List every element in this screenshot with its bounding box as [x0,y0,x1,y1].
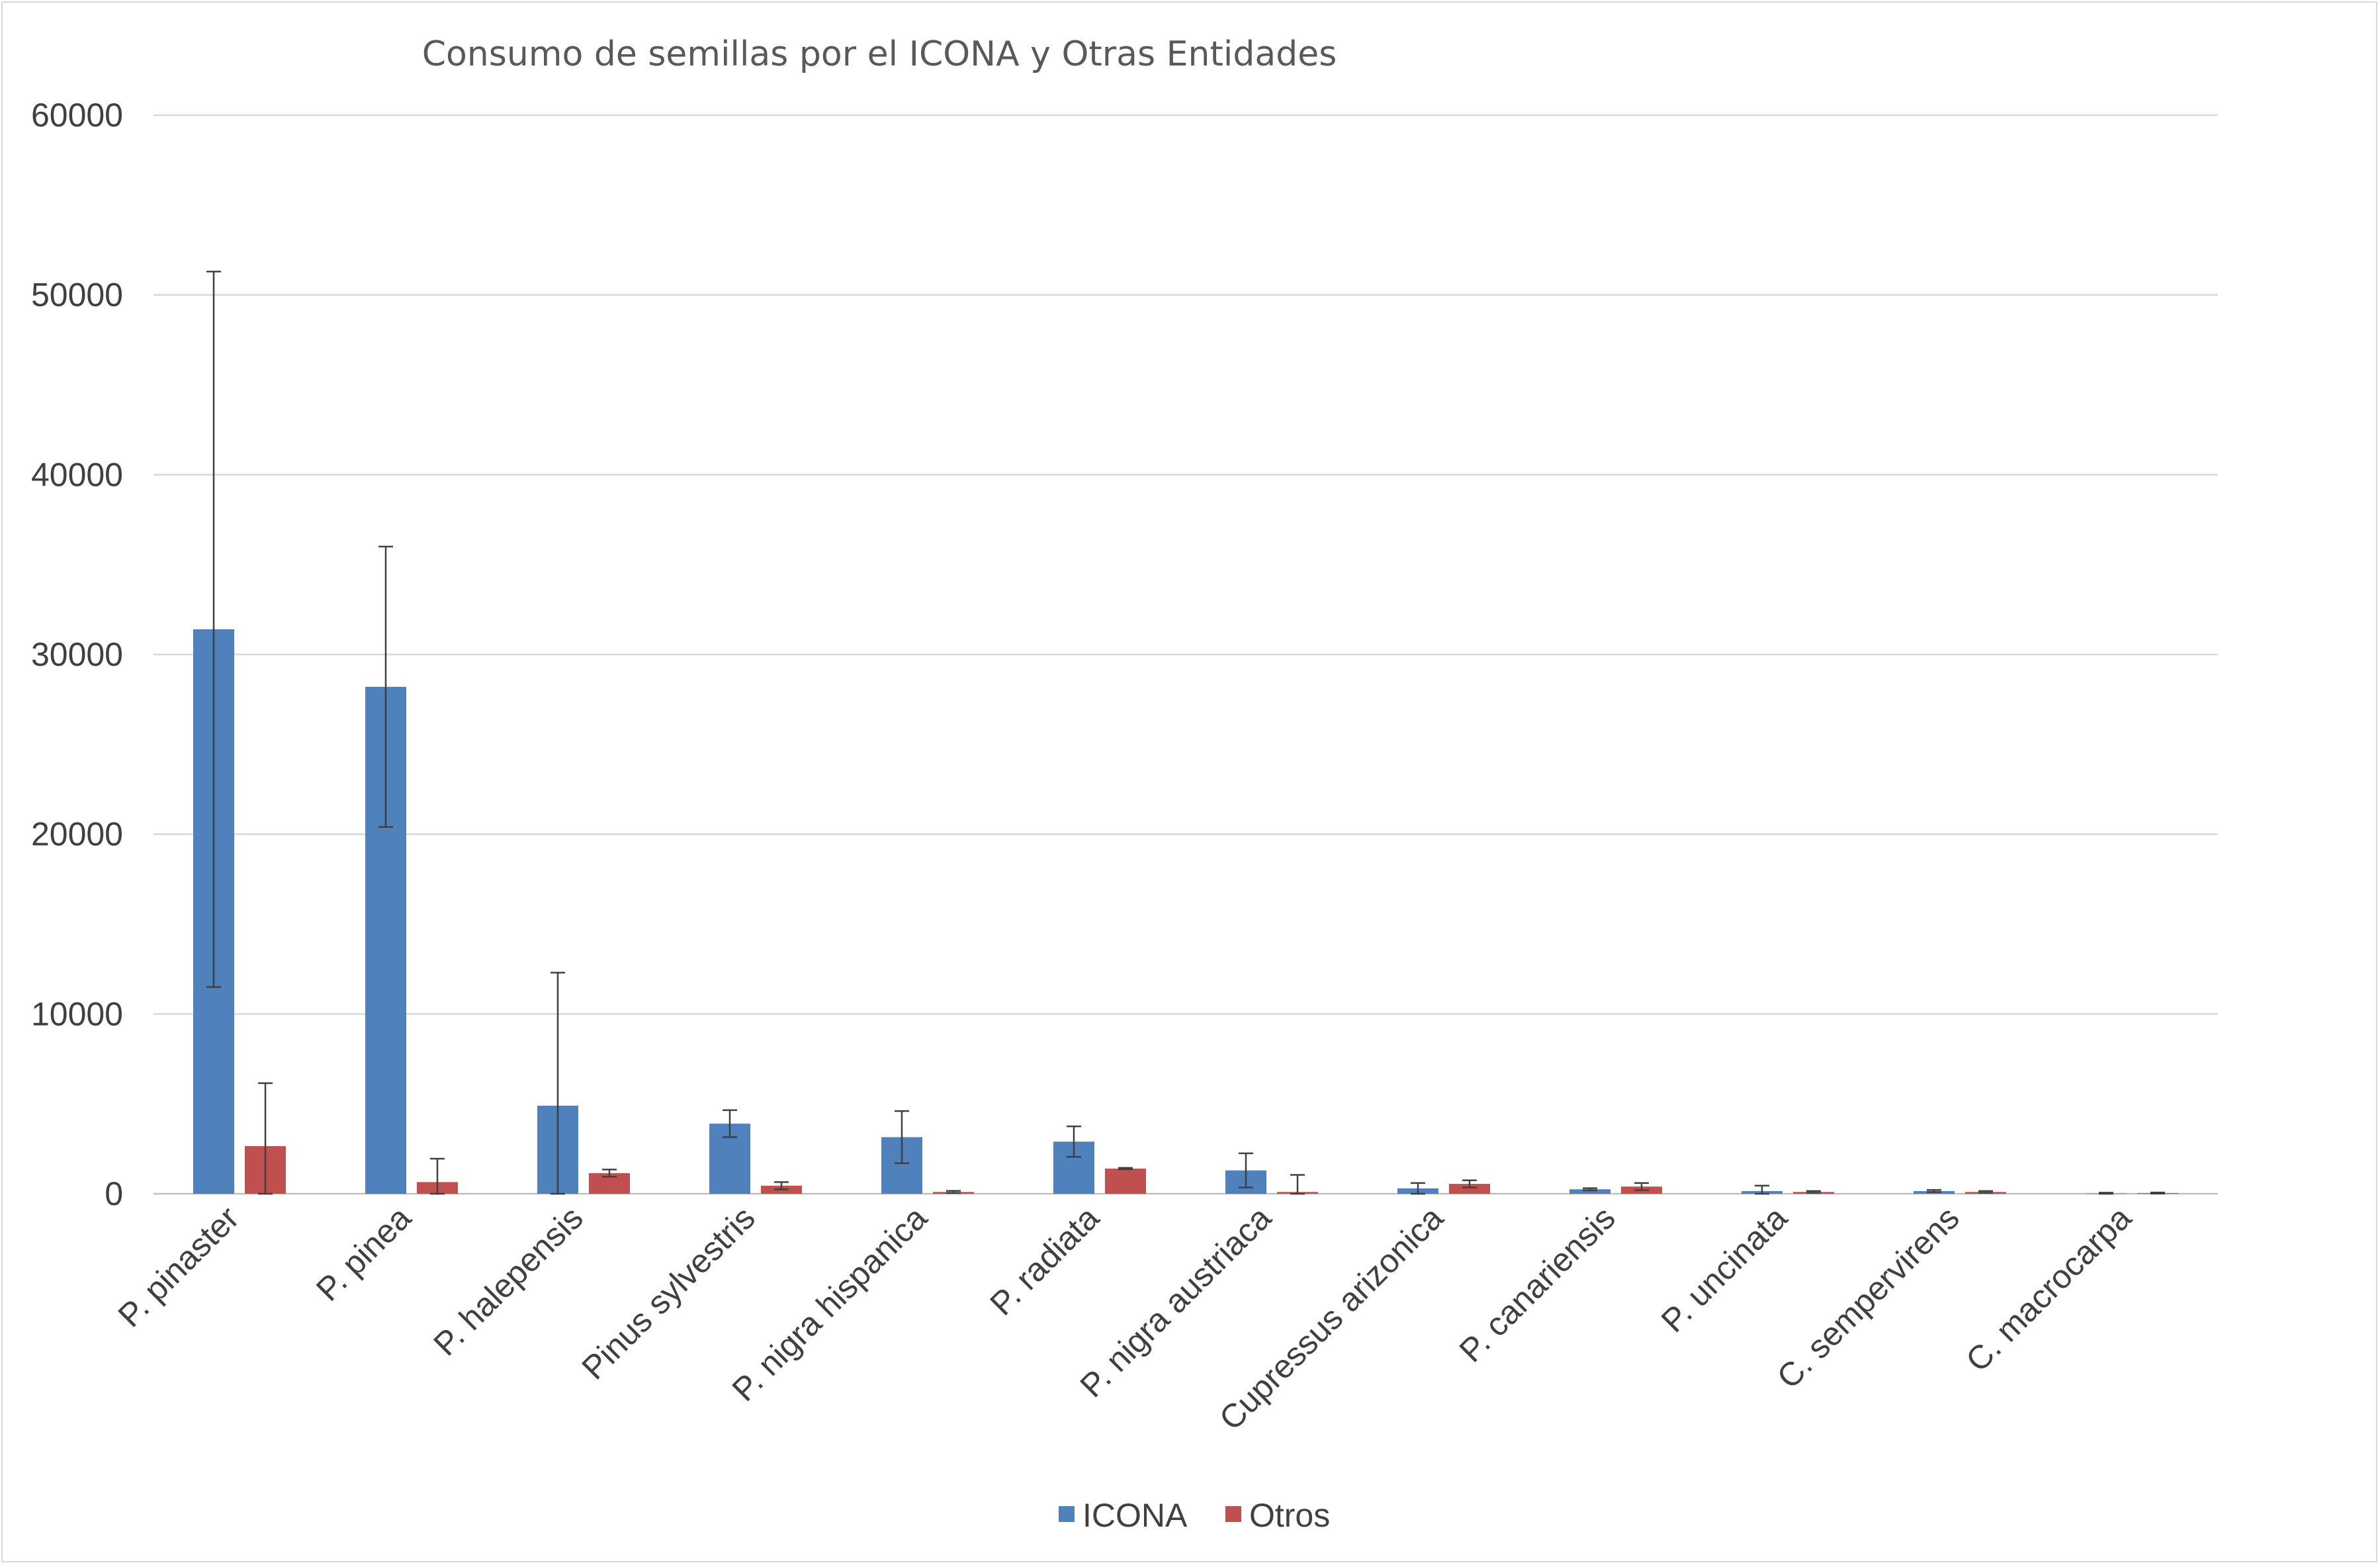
error-bar-icona-7 [1411,1182,1425,1195]
x-tick-label: P. canariensis [1452,1199,1622,1369]
x-tick-label: P. pinaster [111,1199,246,1334]
error-bar-icona-6 [1239,1152,1253,1188]
x-tick-label: P. nigra austriaca [1073,1199,1278,1404]
error-bar-icona-9 [1755,1185,1769,1195]
error-bar-otros-1 [430,1157,445,1195]
x-tick-label: P. halepensis [426,1199,590,1363]
error-bar-otros-10 [1978,1190,1993,1194]
error-bar-otros-9 [1806,1190,1821,1194]
legend-swatch-icona [1059,1506,1075,1522]
y-tick-label: 40000 [31,456,123,493]
y-tick-label: 0 [105,1175,123,1212]
error-bar-icona-11 [2099,1192,2113,1195]
chart-canvas: Consumo de semillas por el ICONA y Otras… [31,34,2218,1534]
bars [193,629,2178,1194]
error-bars [206,271,2165,1195]
gridlines [154,114,2218,1195]
error-bar-otros-11 [2150,1191,2165,1194]
legend: ICONA Otros [1059,1497,1330,1534]
error-bar-icona-0 [206,271,221,988]
error-bar-icona-3 [723,1109,737,1138]
x-tick-label: P. radiata [983,1199,1106,1323]
x-tick-label: P. pinea [309,1199,418,1308]
y-tick-label: 50000 [31,277,123,314]
error-bar-otros-3 [774,1181,789,1190]
legend-label: ICONA [1082,1497,1188,1534]
x-tick-label: C. macrocarpa [1959,1199,2138,1379]
y-axis-tick-labels: 0 10000 20000 30000 40000 50000 60000 [31,97,123,1212]
error-bar-icona-1 [378,545,393,828]
error-bar-icona-4 [895,1110,909,1165]
error-bar-otros-2 [602,1169,617,1178]
y-tick-label: 10000 [31,995,123,1032]
chart-title: Consumo de semillas por el ICONA y Otras… [422,34,1337,74]
bar-icona-8 [1569,1189,1610,1194]
error-bar-otros-0 [258,1082,273,1195]
error-bar-otros-8 [1634,1182,1649,1191]
error-bar-otros-6 [1290,1174,1305,1195]
x-tick-label: C. sempervirens [1770,1199,1966,1396]
error-bar-otros-4 [946,1190,961,1194]
y-tick-label: 60000 [31,97,123,134]
error-bar-otros-7 [1462,1179,1477,1188]
legend-swatch-otros [1225,1506,1241,1522]
error-bar-otros-5 [1118,1167,1133,1171]
error-bar-icona-8 [1583,1187,1597,1192]
error-bar-icona-5 [1067,1125,1081,1158]
legend-label: Otros [1249,1497,1330,1534]
legend-item-otros: Otros [1225,1497,1330,1534]
bar-otros-7 [1449,1184,1490,1194]
error-bar-icona-10 [1927,1189,1941,1193]
x-tick-label: P. uncinata [1654,1199,1794,1339]
y-tick-label: 30000 [31,636,123,673]
error-bar-icona-2 [551,971,565,1195]
x-tick-label: Pinus sylvestris [575,1199,762,1386]
legend-item-icona: ICONA [1059,1497,1188,1534]
y-tick-label: 20000 [31,816,123,853]
bar-otros-5 [1105,1168,1146,1194]
